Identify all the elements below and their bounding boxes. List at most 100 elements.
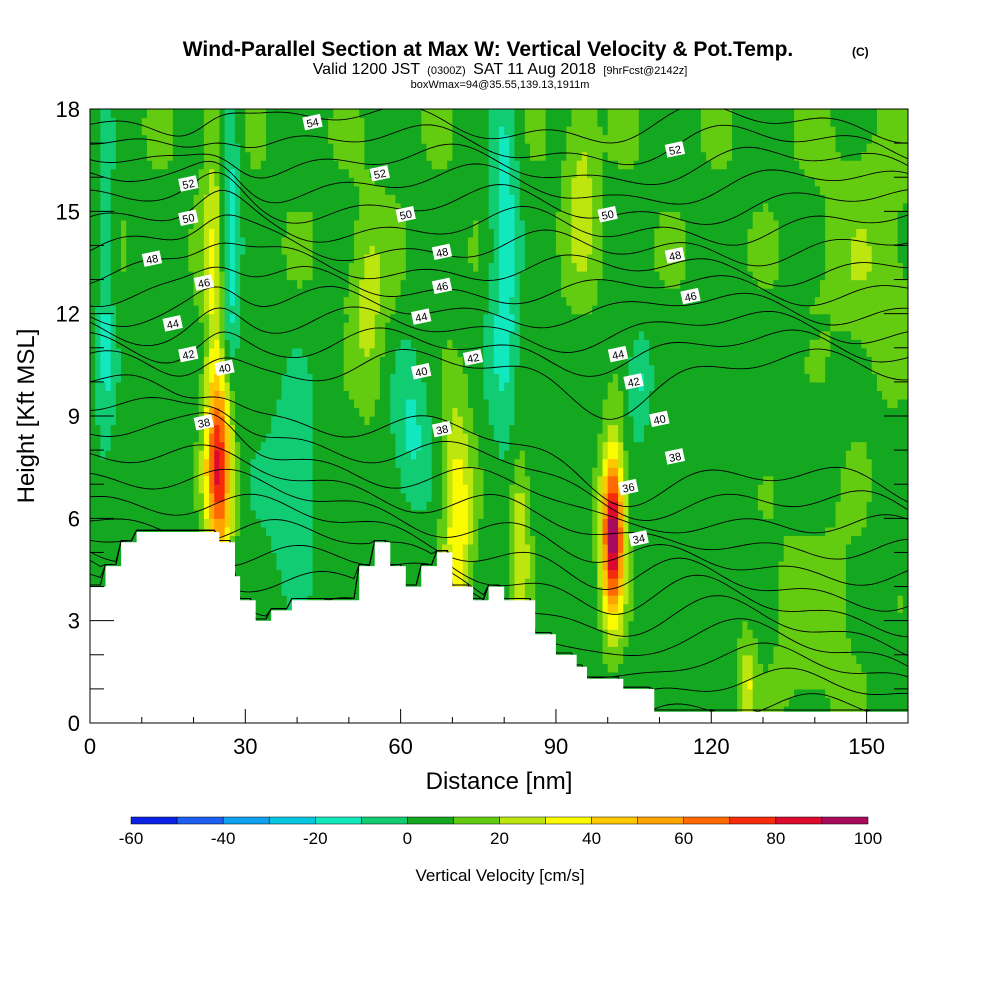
velocity-cell	[426, 347, 433, 357]
velocity-cell	[183, 143, 189, 153]
velocity-cell	[416, 433, 422, 443]
velocity-cell	[245, 390, 252, 400]
velocity-cell	[307, 330, 314, 340]
velocity-cell	[410, 288, 417, 298]
velocity-cell	[234, 390, 241, 400]
velocity-cell	[100, 194, 107, 204]
velocity-cell	[245, 288, 252, 298]
velocity-cell	[442, 543, 448, 554]
velocity-cell	[255, 458, 262, 468]
velocity-cell	[395, 424, 402, 434]
velocity-cell	[178, 245, 184, 255]
velocity-cell	[90, 194, 96, 204]
velocity-cell	[395, 501, 402, 511]
velocity-cell	[271, 245, 277, 255]
velocity-cell	[271, 441, 277, 451]
velocity-cell	[240, 236, 246, 247]
velocity-cell	[162, 296, 169, 306]
velocity-cell	[250, 228, 257, 238]
velocity-cell	[167, 339, 174, 349]
velocity-cell	[224, 484, 231, 494]
velocity-cell	[266, 202, 272, 212]
velocity-cell	[193, 356, 200, 366]
velocity-cell	[369, 492, 376, 502]
velocity-cell	[229, 185, 236, 195]
velocity-cell	[405, 117, 412, 127]
velocity-cell	[374, 484, 381, 494]
velocity-cell	[348, 398, 355, 409]
velocity-cell	[172, 296, 179, 306]
velocity-cell	[115, 330, 122, 340]
velocity-cell	[431, 373, 438, 383]
velocity-cell	[245, 586, 252, 596]
velocity-cell	[338, 177, 345, 187]
velocity-cell	[374, 177, 381, 187]
velocity-cell	[395, 262, 402, 272]
velocity-cell	[115, 467, 122, 477]
velocity-cell	[214, 245, 221, 255]
velocity-cell	[209, 458, 215, 468]
velocity-cell	[105, 526, 112, 536]
velocity-cell	[338, 151, 345, 161]
velocity-cell	[172, 134, 179, 144]
velocity-cell	[297, 433, 303, 443]
velocity-cell	[328, 424, 334, 434]
velocity-cell	[152, 424, 158, 434]
velocity-cell	[271, 390, 277, 400]
velocity-cell	[312, 339, 319, 349]
velocity-cell	[115, 194, 122, 204]
velocity-cell	[302, 339, 309, 349]
velocity-cell	[209, 356, 215, 366]
velocity-cell	[307, 526, 314, 536]
velocity-cell	[286, 126, 293, 136]
velocity-cell	[312, 151, 319, 161]
velocity-cell	[390, 424, 397, 434]
velocity-cell	[281, 569, 288, 579]
velocity-cell	[266, 151, 272, 161]
velocity-cell	[95, 177, 101, 187]
velocity-cell	[90, 296, 96, 306]
velocity-cell	[328, 450, 334, 460]
velocity-cell	[121, 450, 127, 460]
velocity-cell	[255, 509, 262, 519]
velocity-cell	[136, 441, 143, 451]
velocity-cell	[405, 373, 412, 383]
velocity-cell	[286, 288, 293, 298]
velocity-cell	[307, 407, 314, 417]
velocity-cell	[250, 126, 257, 136]
velocity-cell	[317, 578, 324, 588]
velocity-cell	[369, 228, 376, 238]
velocity-cell	[167, 262, 174, 272]
velocity-cell	[234, 202, 241, 212]
velocity-cell	[307, 484, 314, 494]
velocity-cell	[385, 151, 391, 161]
velocity-cell	[400, 253, 407, 264]
velocity-cell	[390, 262, 397, 272]
velocity-cell	[193, 450, 200, 460]
velocity-cell	[245, 433, 252, 443]
velocity-cell	[354, 509, 360, 519]
velocity-cell	[307, 109, 314, 119]
velocity-cell	[359, 151, 365, 161]
velocity-cell	[359, 560, 365, 571]
velocity-cell	[297, 347, 303, 357]
velocity-cell	[95, 535, 101, 545]
velocity-cell	[234, 219, 241, 229]
velocity-cell	[157, 509, 164, 519]
velocity-cell	[255, 416, 262, 426]
velocity-cell	[167, 330, 174, 340]
velocity-cell	[338, 279, 345, 289]
velocity-cell	[240, 518, 246, 528]
velocity-cell	[146, 364, 153, 374]
velocity-cell	[354, 450, 360, 460]
velocity-cell	[333, 501, 340, 511]
velocity-cell	[410, 518, 417, 528]
velocity-cell	[110, 501, 117, 511]
velocity-cell	[209, 253, 215, 264]
velocity-cell	[115, 296, 122, 306]
velocity-cell	[343, 126, 350, 136]
velocity-cell	[354, 134, 360, 144]
velocity-cell	[234, 168, 241, 178]
velocity-cell	[421, 296, 428, 306]
velocity-cell	[281, 501, 288, 511]
